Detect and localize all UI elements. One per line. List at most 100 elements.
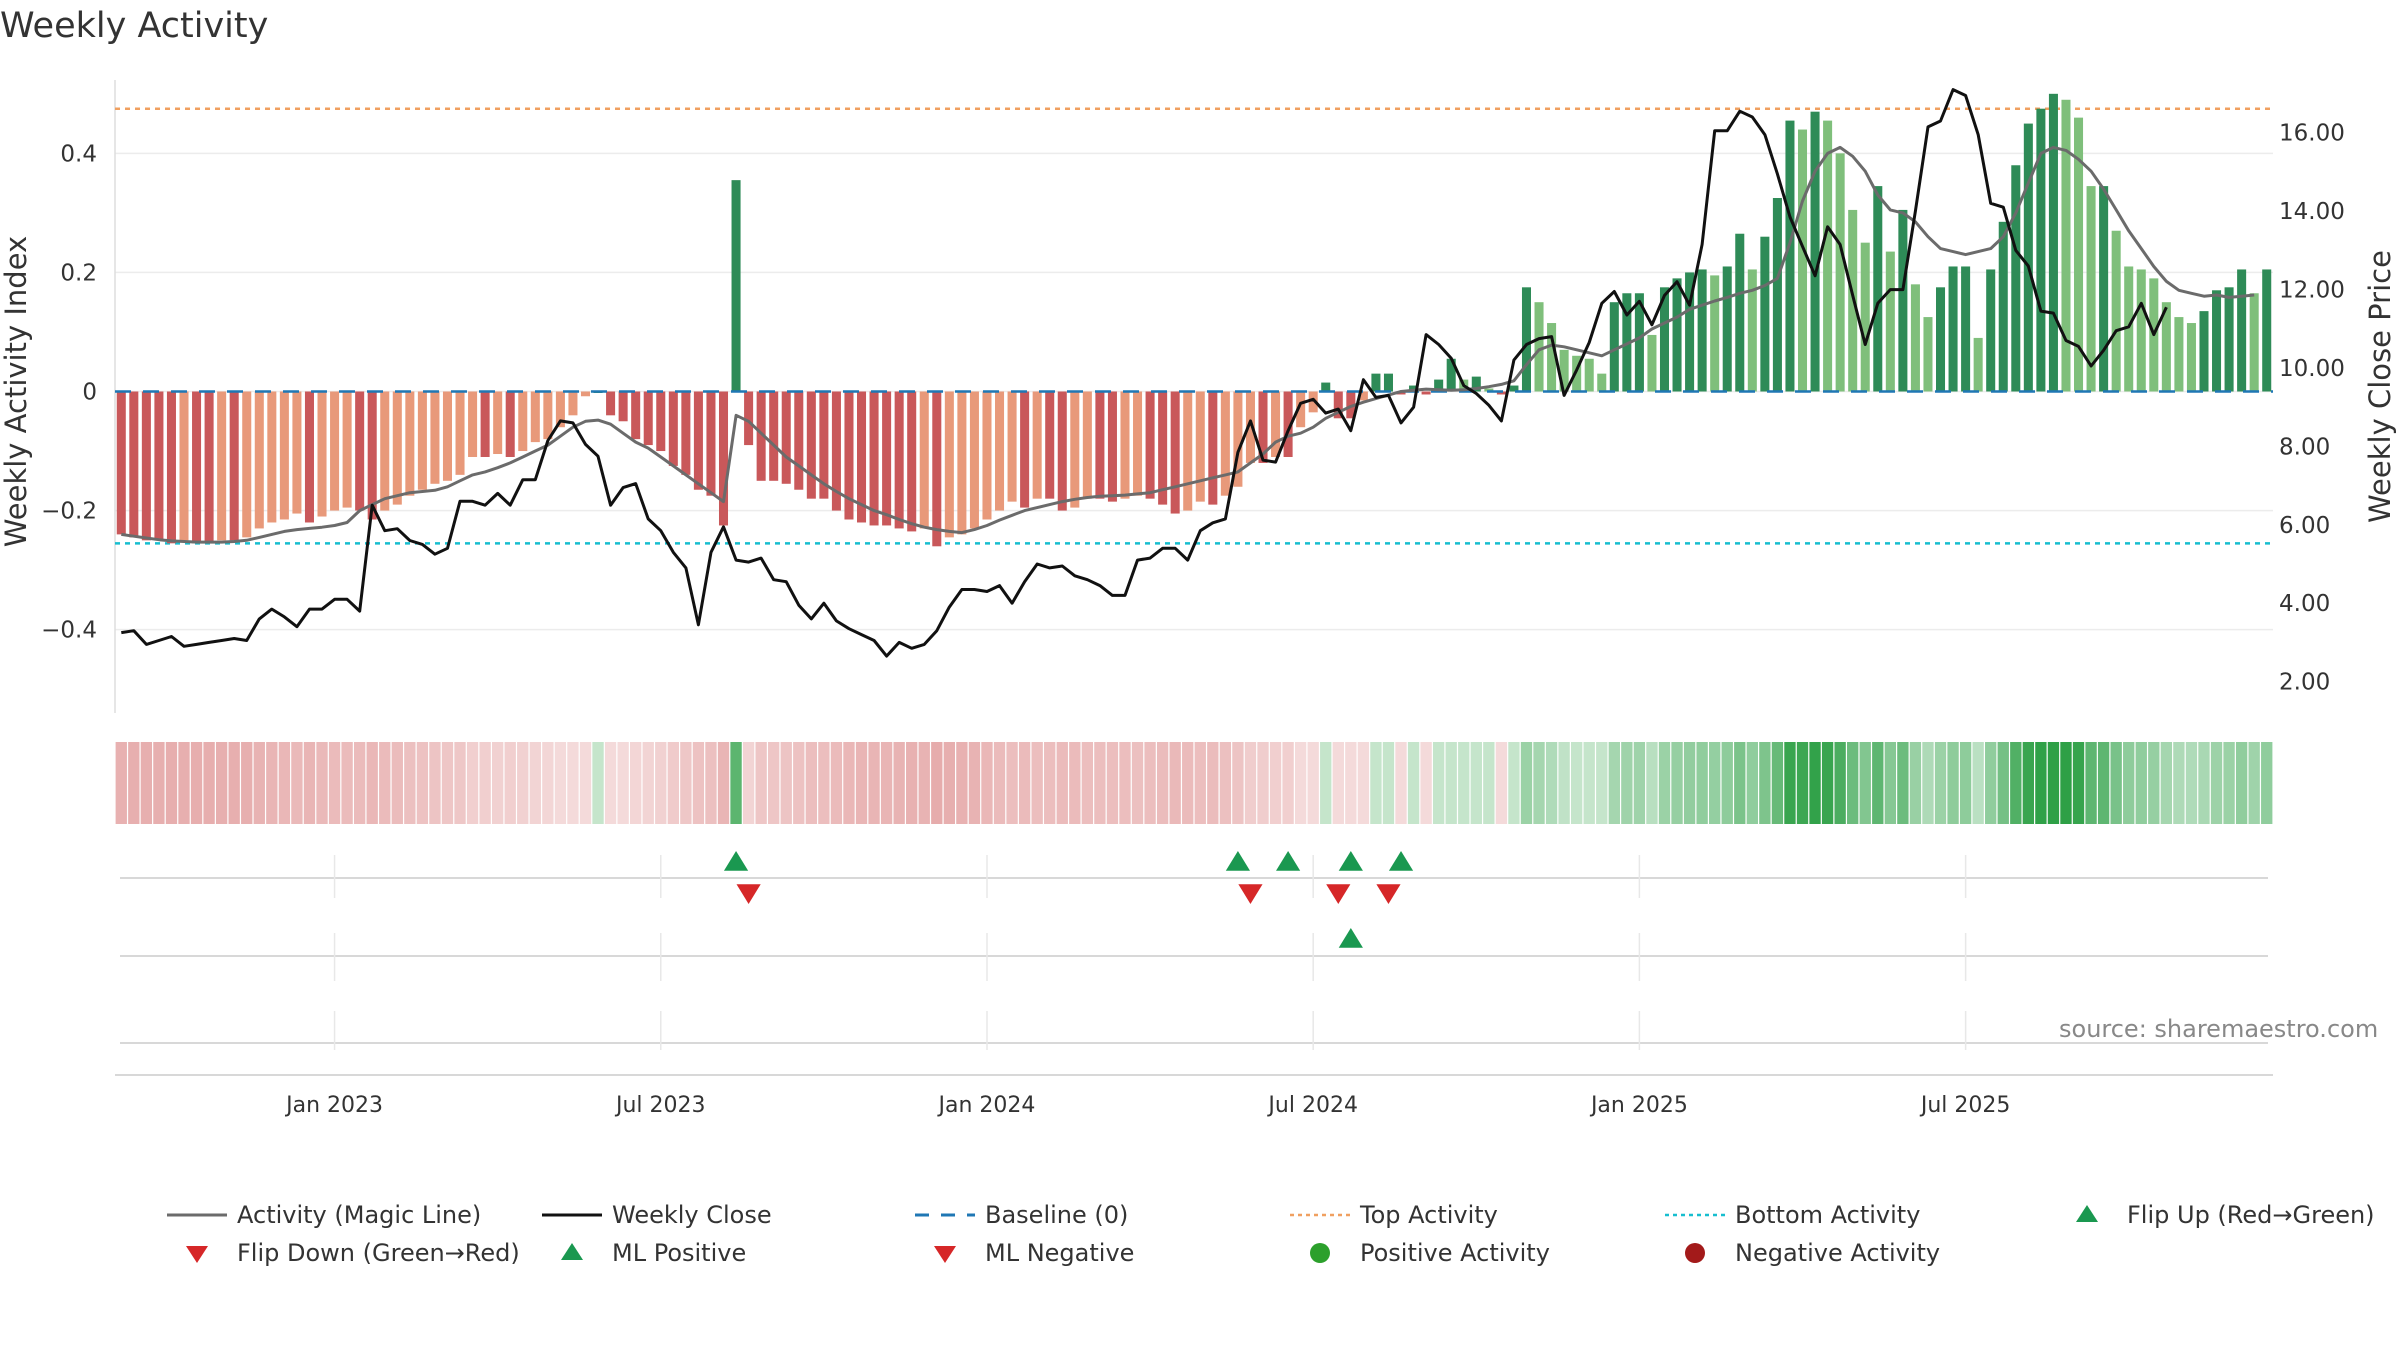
activity-bar [1383, 373, 1393, 392]
heatmap-cell [353, 742, 366, 824]
activity-bar [2249, 293, 2259, 392]
activity-bar [1321, 382, 1331, 392]
heatmap-cell [2010, 742, 2022, 824]
heatmap-cell [1959, 742, 1972, 824]
activity-bar [1948, 266, 1958, 392]
heatmap-cell [655, 742, 667, 824]
heatmap-cell [404, 742, 416, 824]
activity-bar [1659, 287, 1670, 392]
heatmap-cell [429, 742, 441, 824]
heatmap-cell [479, 742, 491, 824]
activity-bar [1308, 391, 1318, 413]
activity-bar [1521, 287, 1531, 392]
activity-bar [957, 391, 967, 535]
marker-triangle-up [723, 851, 749, 871]
activity-bar [681, 391, 691, 475]
activity-bar [279, 391, 289, 520]
activity-bar [857, 391, 867, 523]
y2-tick-label: 10.00 [2279, 356, 2345, 382]
heatmap-cell [2235, 742, 2248, 824]
heatmap-cell [567, 742, 579, 824]
activity-bar [317, 391, 327, 517]
activity-bar [1597, 373, 1607, 392]
activity-bar [430, 391, 440, 484]
activity-bar [543, 391, 553, 440]
activity-bar [1685, 272, 1695, 392]
heatmap-cell [956, 742, 968, 824]
activity-bar [606, 391, 616, 416]
heatmap-cell [1583, 742, 1595, 824]
activity-bar [417, 391, 427, 490]
heatmap-cell [830, 742, 843, 824]
legend-symbol-icon [165, 1238, 229, 1268]
activity-bar [1835, 153, 1845, 392]
marker-triangle-up [1388, 851, 1414, 871]
activity-bar [2224, 287, 2234, 392]
activity-bar [1760, 236, 1770, 392]
heatmap-cell [742, 742, 755, 824]
legend-label: ML Positive [612, 1239, 747, 1267]
activity-bar [693, 391, 703, 490]
heatmap-cell [1483, 742, 1495, 824]
heatmap-cell [1144, 742, 1156, 824]
heatmap-cell [630, 742, 642, 824]
legend-symbol-icon [2055, 1200, 2119, 1230]
activity-bar [1559, 349, 1569, 392]
heatmap-cell [1809, 742, 1821, 824]
heatmap-cell [1520, 742, 1533, 824]
legend-item: ML Positive [540, 1238, 746, 1268]
activity-bar [919, 391, 929, 529]
activity-bar [668, 391, 678, 466]
heatmap-cell [1244, 742, 1257, 824]
activity-bar [1095, 391, 1105, 499]
activity-bar [229, 391, 239, 541]
activity-bar [1007, 391, 1017, 502]
activity-bar [1409, 385, 1419, 392]
y-tick-label: −0.4 [41, 618, 97, 644]
heatmap-cell [1746, 742, 1758, 824]
heatmap-cell [466, 742, 479, 824]
activity-bar [1195, 391, 1205, 502]
heatmap-cell [2022, 742, 2035, 824]
marker-triangle-down [1238, 884, 1263, 904]
heatmap-cell [517, 742, 529, 824]
heatmap-cell [981, 742, 993, 824]
y2-tick-label: 2.00 [2279, 670, 2330, 696]
activity-bar [969, 391, 979, 529]
x-tick-label: Jul 2023 [614, 1093, 706, 1118]
heatmap-cell [1847, 742, 1859, 824]
legend-item: Flip Up (Red→Green) [2055, 1200, 2375, 1230]
heatmap-cell [1207, 742, 1219, 824]
heatmap-cell [1044, 742, 1056, 824]
heatmap-cell [2123, 742, 2135, 824]
legend-item: Positive Activity [1288, 1238, 1550, 1268]
activity-bar [1772, 198, 1782, 392]
legend-item: Bottom Activity [1663, 1200, 1920, 1230]
heatmap-cell [278, 742, 291, 824]
heatmap-cell [692, 742, 705, 824]
heatmap-cell [793, 742, 805, 824]
heatmap-cell [1232, 742, 1244, 824]
legend-item: Activity (Magic Line) [165, 1200, 481, 1230]
heatmap-cell [1269, 742, 1282, 824]
activity-bar [831, 391, 841, 511]
heatmap-cell [2085, 742, 2097, 824]
heatmap-cell [943, 742, 956, 824]
activity-bar [1032, 391, 1042, 499]
heatmap-cell [1395, 742, 1407, 824]
heatmap-cell [805, 742, 818, 824]
activity-bar [330, 391, 340, 511]
y-axis-label: Weekly Activity Index [0, 236, 33, 547]
heatmap-cell [2110, 742, 2122, 824]
heatmap-cell [780, 742, 792, 824]
heatmap-cell [918, 742, 930, 824]
heatmap-cell [2072, 742, 2085, 824]
activity-bar [756, 391, 766, 481]
activity-bar [1823, 120, 1833, 392]
y-tick-label: 0.2 [60, 260, 97, 286]
heatmap-cell [604, 742, 617, 824]
activity-bar [882, 391, 892, 526]
legend-item: Baseline (0) [913, 1200, 1128, 1230]
activity-bar [1785, 120, 1795, 392]
heatmap-cell [140, 742, 153, 824]
